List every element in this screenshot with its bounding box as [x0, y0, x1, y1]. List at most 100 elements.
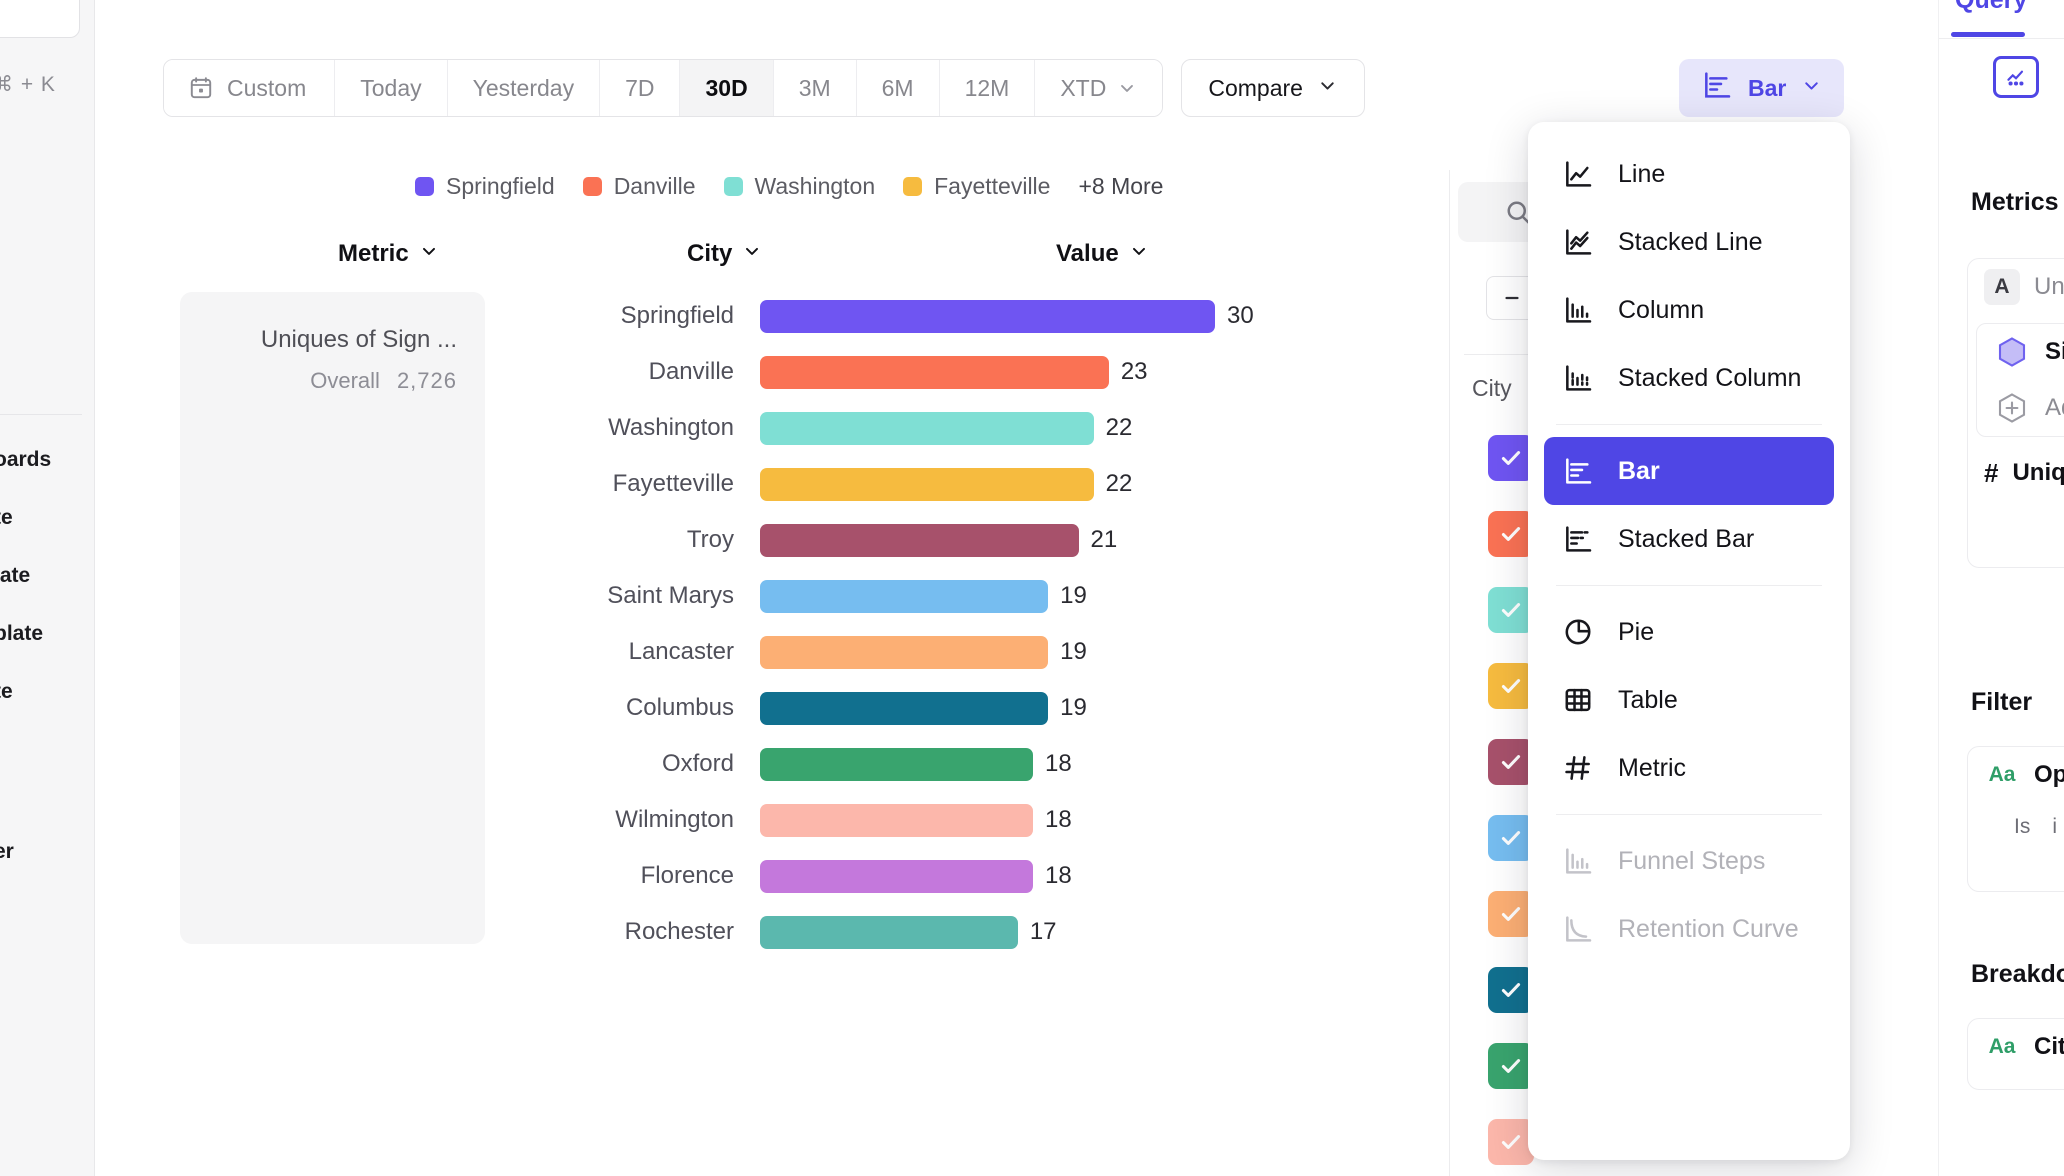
uniques-row[interactable]: # Uniq: [1968, 445, 2064, 501]
stacked-column-chart-icon: [1562, 362, 1594, 394]
chart-type-button[interactable]: Bar: [1679, 59, 1845, 117]
bar-fill[interactable]: [760, 523, 1079, 557]
breakdown-checkbox[interactable]: [1488, 815, 1534, 861]
column-header-metric[interactable]: Metric: [338, 240, 439, 268]
date-range-segmented-control[interactable]: Custom Today Yesterday 7D 30D 3M 6M 12M …: [163, 59, 1164, 117]
bar-fill[interactable]: [760, 635, 1049, 669]
bar-category-label: Danville: [648, 358, 734, 385]
bar-row[interactable]: Fayetteville 22: [560, 456, 1460, 512]
bar-row[interactable]: Danville 23: [560, 344, 1460, 400]
event-row[interactable]: Sig: [1977, 324, 2064, 380]
breakdown-checkbox[interactable]: [1488, 663, 1534, 709]
filter-property-row[interactable]: Aa Ope: [1968, 747, 2064, 803]
bar-row[interactable]: Rochester 17: [560, 904, 1460, 960]
date-range-30d[interactable]: 30D: [680, 60, 774, 116]
bar-fill[interactable]: [760, 859, 1033, 893]
bar-category-label: Troy: [686, 526, 734, 553]
add-event-row[interactable]: Ad: [1977, 380, 2064, 436]
bar-category-label: Saint Marys: [607, 582, 734, 609]
chevron-down-icon: [742, 240, 762, 268]
bar-row[interactable]: Saint Marys 19: [560, 568, 1460, 624]
bar-row[interactable]: Oxford 18: [560, 736, 1460, 792]
breakdown-checkbox[interactable]: [1488, 967, 1534, 1013]
filter-condition-row[interactable]: Is i: [1968, 803, 2064, 851]
bar-row[interactable]: Washington 22: [560, 400, 1460, 456]
chart-type-option-stacked-column[interactable]: Stacked Column: [1544, 344, 1834, 412]
filter-card: Aa Ope Is i: [1967, 746, 2064, 892]
sidebar-item-5[interactable]: te: [0, 680, 13, 703]
bar-fill[interactable]: [760, 803, 1033, 837]
breakdown-checkbox[interactable]: [1488, 891, 1534, 937]
bar-row[interactable]: Wilmington 18: [560, 792, 1460, 848]
date-range-12m[interactable]: 12M: [939, 60, 1036, 116]
sidebar-search-box[interactable]: [0, 0, 80, 38]
bar-fill[interactable]: [760, 691, 1049, 725]
date-range-7d[interactable]: 7D: [600, 60, 681, 116]
chart-type-option-stacked-bar[interactable]: Stacked Bar: [1544, 505, 1834, 573]
date-range-yesterday[interactable]: Yesterday: [447, 60, 601, 116]
bar-fill[interactable]: [760, 467, 1094, 501]
legend-item-danville[interactable]: Danville: [582, 173, 696, 200]
chart-type-option-line[interactable]: Line: [1544, 140, 1834, 208]
date-range-custom[interactable]: Custom: [164, 60, 336, 116]
sidebar-item-dashboards[interactable]: oards: [0, 448, 52, 471]
bar-row[interactable]: Springfield 30: [560, 288, 1460, 344]
bar-fill[interactable]: [760, 299, 1215, 333]
filter-operator-value: i: [2052, 815, 2058, 838]
column-header-city-label: City: [687, 240, 733, 267]
breakdown-checkbox[interactable]: [1488, 511, 1534, 557]
stacked-line-chart-icon: [1562, 226, 1594, 258]
chevron-down-icon: [419, 240, 439, 268]
breakdown-property-row[interactable]: Aa City: [1968, 1019, 2064, 1075]
legend-item-springfield[interactable]: Springfield: [415, 173, 555, 200]
date-range-today[interactable]: Today: [335, 60, 448, 116]
chart-type-option-metric[interactable]: Metric: [1544, 734, 1834, 802]
legend-more-button[interactable]: +8 More: [1078, 173, 1164, 199]
chart-type-option-label: Funnel Steps: [1618, 846, 1766, 875]
date-range-6m[interactable]: 6M: [856, 60, 940, 116]
column-header-value[interactable]: Value: [1056, 240, 1149, 268]
date-range-xtd[interactable]: XTD: [1035, 60, 1163, 116]
sidebar-item-3[interactable]: late: [0, 564, 31, 587]
column-header-city[interactable]: City: [687, 240, 762, 268]
breakdown-card: Aa City: [1967, 1018, 2064, 1090]
bar-track: 19: [760, 635, 1087, 669]
chart-type-option-pie[interactable]: Pie: [1544, 598, 1834, 666]
bar-fill[interactable]: [760, 411, 1094, 445]
breakdown-checkbox[interactable]: [1488, 435, 1534, 481]
bar-value-label: 17: [1029, 918, 1057, 945]
chart-type-option-column[interactable]: Column: [1544, 276, 1834, 344]
compare-button[interactable]: Compare: [1181, 59, 1365, 117]
bar-row[interactable]: Columbus 19: [560, 680, 1460, 736]
chart-type-option-stacked-line[interactable]: Stacked Line: [1544, 208, 1834, 276]
tab-query[interactable]: Query: [1955, 0, 2028, 14]
chart-type-option-table[interactable]: Table: [1544, 666, 1834, 734]
breakdown-checkbox[interactable]: [1488, 587, 1534, 633]
metric-summary-card[interactable]: Uniques of Sign ... Overall 2,726: [180, 292, 485, 944]
bar-fill[interactable]: [760, 579, 1049, 613]
menu-divider: [1556, 585, 1822, 586]
sidebar-item-4[interactable]: plate: [0, 622, 44, 645]
bar-fill[interactable]: [760, 915, 1018, 949]
breakdown-checkbox[interactable]: [1488, 1119, 1534, 1165]
metric-overall-row: Overall 2,726: [208, 368, 457, 394]
column-chart-icon: [1562, 294, 1594, 326]
breakdown-checkbox[interactable]: [1488, 1043, 1534, 1089]
chart-config-icon[interactable]: [1993, 56, 2039, 98]
bar-fill[interactable]: [760, 355, 1109, 389]
breakdown-checkbox[interactable]: [1488, 739, 1534, 785]
text-type-badge: Aa: [1988, 1035, 2016, 1058]
legend-item-fayetteville[interactable]: Fayetteville: [903, 173, 1050, 200]
bar-row[interactable]: Lancaster 19: [560, 624, 1460, 680]
bar-row[interactable]: Troy 21: [560, 512, 1460, 568]
bar-track: 19: [760, 691, 1087, 725]
sidebar-item-2[interactable]: te: [0, 506, 13, 529]
legend-item-washington[interactable]: Washington: [723, 173, 875, 200]
metric-alias-row[interactable]: A Uni: [1968, 259, 2064, 315]
sidebar-item-6[interactable]: er: [0, 840, 14, 863]
bar-row[interactable]: Florence 18: [560, 848, 1460, 904]
chart-type-option-bar[interactable]: Bar: [1544, 437, 1834, 505]
date-range-3m[interactable]: 3M: [773, 60, 857, 116]
bar-fill[interactable]: [760, 747, 1033, 781]
bar-chart-icon: [1562, 455, 1594, 487]
